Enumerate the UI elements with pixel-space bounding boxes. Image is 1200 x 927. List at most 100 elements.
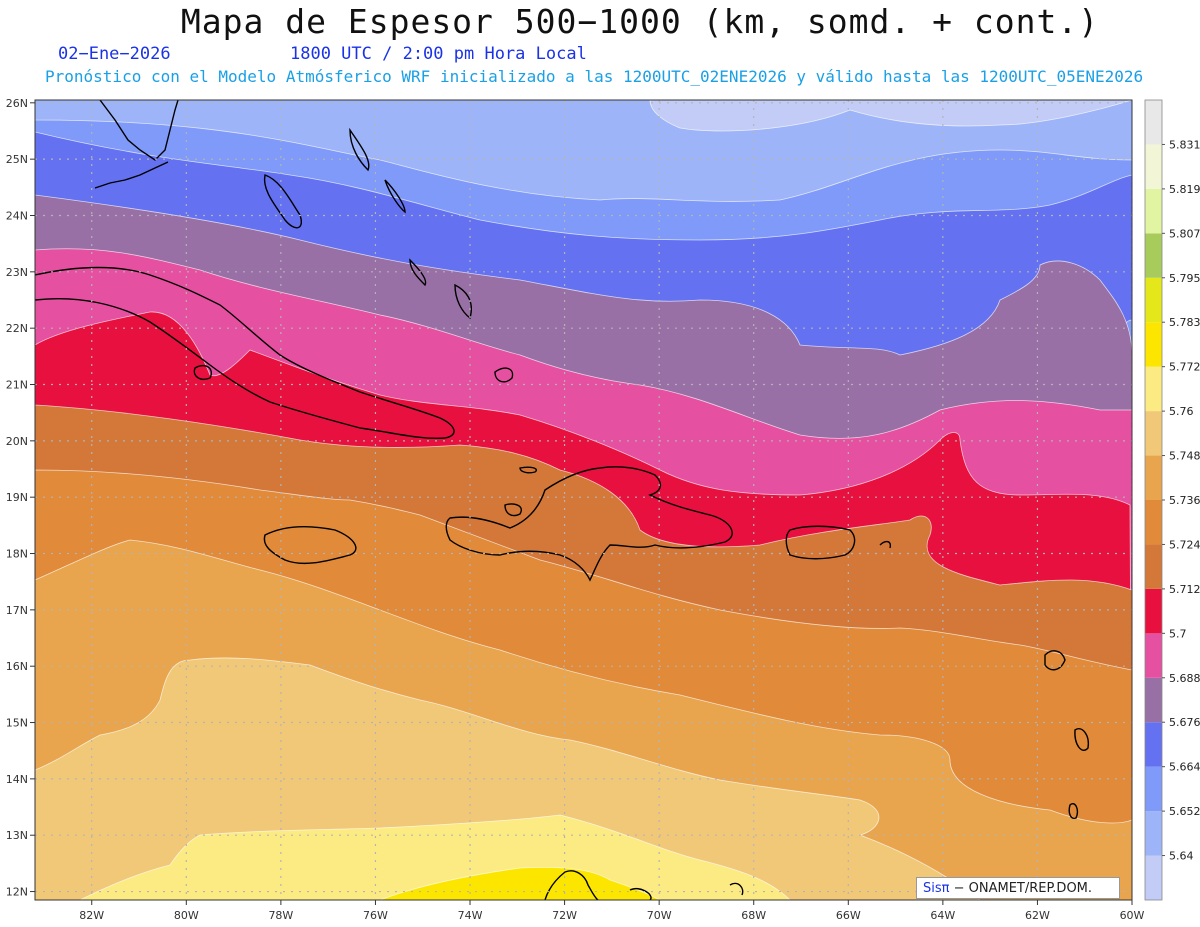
- colorbar-label: 5.64: [1169, 850, 1194, 863]
- coast-great-inagua: [494, 367, 514, 383]
- colorbar-segment: [1145, 233, 1162, 278]
- colorbar-segment: [1145, 366, 1162, 412]
- lat-label: 19N: [6, 491, 28, 504]
- lon-label: 80W: [174, 909, 199, 922]
- lon-label: 76W: [363, 909, 388, 922]
- coast-florida-keys: [94, 161, 169, 189]
- lat-label: 20N: [6, 435, 28, 448]
- credit-box: Sisπ − ONAMET/REP.DOM.: [916, 877, 1120, 899]
- coast-long-island: [409, 258, 427, 287]
- colorbar-segment: [1145, 811, 1162, 856]
- colorbar-segment: [1145, 100, 1162, 145]
- colorbar-segment: [1145, 411, 1162, 456]
- graticule: [35, 100, 1132, 900]
- coast-margarita: [729, 882, 744, 896]
- colorbar-label: 5.676: [1169, 716, 1200, 729]
- colorbar-label: 5.795: [1169, 272, 1200, 285]
- coast-virgin-islands: [879, 540, 892, 549]
- lat-label: 18N: [6, 548, 28, 561]
- credit-brand: Sisπ: [923, 881, 950, 896]
- colorbar-segment: [1145, 588, 1162, 634]
- map-frame: [34, 99, 1133, 901]
- lon-label: 64W: [930, 909, 955, 922]
- colorbar-label: 5.652: [1169, 805, 1200, 818]
- colorbar-label: 5.76: [1169, 405, 1194, 418]
- lat-label: 21N: [6, 379, 28, 392]
- lon-label: 74W: [458, 909, 483, 922]
- coast-st-lucia: [1068, 803, 1079, 819]
- colorbar-segment: [1145, 500, 1162, 545]
- lon-label: 70W: [647, 909, 672, 922]
- lon-label: 82W: [79, 909, 104, 922]
- lon-label: 68W: [741, 909, 766, 922]
- coast-gonave: [504, 503, 522, 517]
- colorbar-label: 5.664: [1169, 761, 1200, 774]
- lon-label: 72W: [552, 909, 577, 922]
- colorbar-label: 5.748: [1169, 450, 1200, 463]
- coast-isle-of-youth: [193, 364, 212, 380]
- colorbar-label: 5.712: [1169, 583, 1200, 596]
- coastlines: [35, 100, 1090, 900]
- band-5.652: [35, 100, 1132, 202]
- colorbar-label: 5.7: [1169, 627, 1187, 640]
- colorbar-segment: [1145, 277, 1162, 323]
- colorbar: 5.64 5.652 5.664 5.676 5.688 5.7 5.712 5.724 5.7…: [1144, 99, 1200, 901]
- coast-abaco: [349, 127, 370, 172]
- coast-eleuthera: [384, 179, 406, 214]
- lon-label: 62W: [1025, 909, 1050, 922]
- colorbar-segment: [1145, 677, 1162, 723]
- map-title: Mapa de Espesor 500−1000 (km, somd. + co…: [180, 2, 1100, 41]
- colorbar-label: 5.831: [1169, 138, 1200, 151]
- colorbar-segment: [1145, 855, 1162, 900]
- lat-label: 22N: [6, 322, 28, 335]
- colorbar-label: 5.724: [1169, 538, 1200, 551]
- lat-label: 26N: [6, 97, 28, 110]
- lat-label: 23N: [6, 266, 28, 279]
- colorbar-label: 5.783: [1169, 316, 1200, 329]
- colorbar-label: 5.736: [1169, 494, 1200, 507]
- coast-hispaniola: [445, 466, 733, 582]
- colorbar-label: 5.772: [1169, 361, 1200, 374]
- colorbar-segment: [1145, 722, 1162, 767]
- lon-label: 60W: [1120, 909, 1145, 922]
- lat-label: 16N: [6, 660, 28, 673]
- colorbar-label: 5.807: [1169, 227, 1200, 240]
- colorbar-segment: [1145, 455, 1162, 500]
- lat-label: 14N: [6, 773, 28, 786]
- coast-aruba-curacao: [629, 888, 652, 900]
- lat-label: 25N: [6, 153, 28, 166]
- colorbar-segment: [1145, 322, 1162, 367]
- thickness-bands: [35, 100, 1132, 900]
- credit-text: − ONAMET/REP.DOM.: [953, 881, 1093, 896]
- lat-label: 15N: [6, 717, 28, 730]
- latitude-axis: 26N 25N 24N 23N 22N 21N 20N 19N 18N 17N 16N 15N 14N 1…: [6, 97, 35, 899]
- coast-venezuela-peninsula: [544, 870, 599, 900]
- forecast-date: 02−Ene−2026: [58, 44, 171, 64]
- model-subtitle: Pronóstico con el Modelo Atmósferico WRF…: [45, 67, 1144, 86]
- coast-guadeloupe: [1044, 650, 1066, 671]
- colorbar-segment: [1145, 544, 1162, 589]
- band-5.640: [649, 100, 1132, 132]
- coast-jamaica: [263, 526, 357, 565]
- colorbar-segment: [1145, 144, 1162, 189]
- colorbar-label: 5.688: [1169, 672, 1200, 685]
- colorbar-segment: [1145, 633, 1162, 678]
- colorbar-segment: [1145, 766, 1162, 812]
- lon-label: 78W: [268, 909, 293, 922]
- coast-martinique: [1074, 728, 1090, 751]
- longitude-axis: 82W 80W 78W 76W 74W 72W 70W 68W 66W 64W 62W 60W: [79, 900, 1145, 922]
- coast-cuba: [35, 266, 455, 440]
- lat-label: 24N: [6, 209, 28, 222]
- coast-andros: [263, 174, 302, 229]
- lat-label: 13N: [6, 829, 28, 842]
- colorbar-segment: [1145, 188, 1162, 234]
- lon-label: 66W: [836, 909, 861, 922]
- band-5.760: [79, 814, 791, 900]
- lat-label: 12N: [6, 886, 28, 899]
- coast-puerto-rico: [785, 525, 856, 560]
- lat-label: 17N: [6, 604, 28, 617]
- forecast-time: 1800 UTC / 2:00 pm Hora Local: [290, 44, 587, 64]
- band-5.772: [379, 866, 661, 900]
- coast-florida: [99, 100, 179, 161]
